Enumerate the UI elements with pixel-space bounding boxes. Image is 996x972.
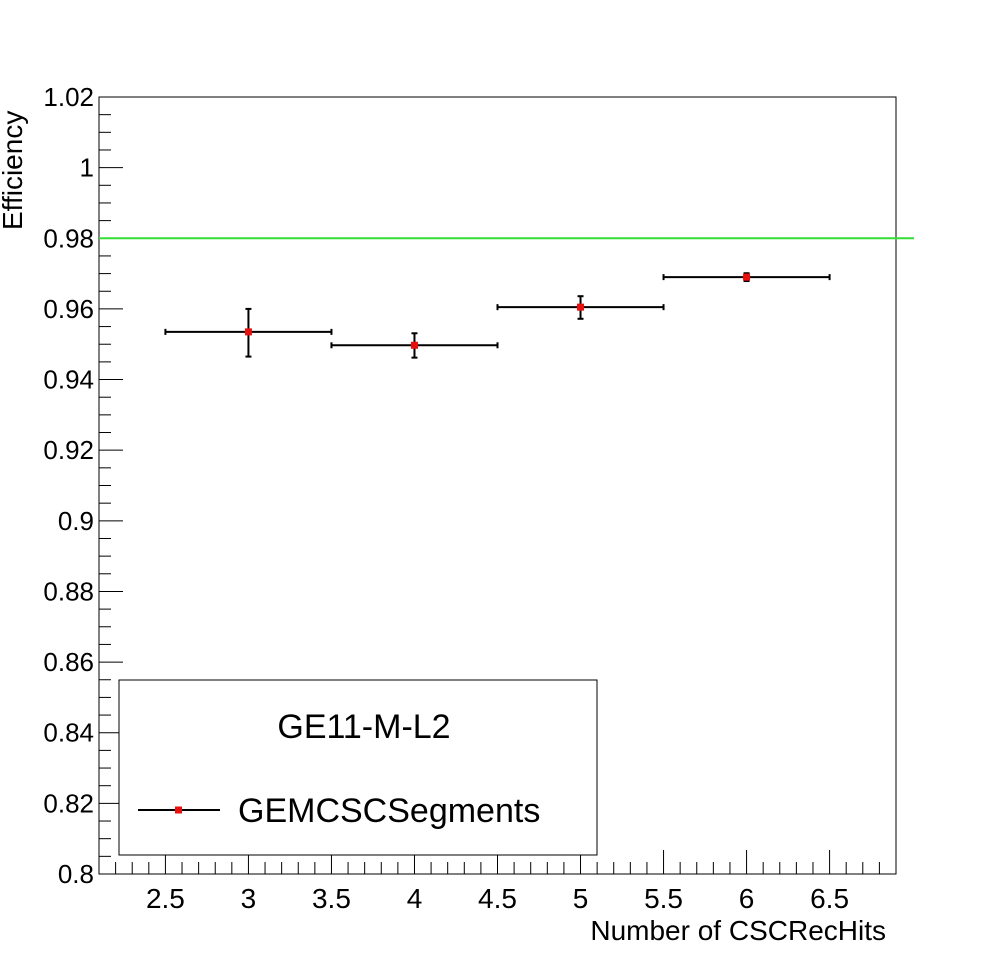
- x-tick-label: 2.5: [146, 883, 185, 914]
- x-tick-label: 4: [407, 883, 423, 914]
- legend: GE11-M-L2 GEMCSCSegments: [118, 679, 598, 856]
- legend-entry-label: GEMCSCSegments: [238, 792, 540, 830]
- x-tick-label: 5.5: [644, 883, 683, 914]
- y-tick-label: 0.88: [43, 576, 94, 606]
- y-tick-label: 0.84: [43, 718, 94, 748]
- y-tick-label: 1.02: [43, 82, 94, 112]
- x-tick-label: 5: [573, 883, 589, 914]
- legend-title: GE11-M-L2: [277, 708, 450, 746]
- y-axis-label: Efficiency: [0, 111, 28, 230]
- y-tick-label: 0.9: [58, 506, 94, 536]
- x-tick-label: 4.5: [478, 883, 517, 914]
- y-tick-label: 1: [80, 153, 94, 183]
- data-point-group: [496, 295, 665, 320]
- legend-box: [118, 679, 598, 856]
- data-series: [164, 272, 831, 359]
- y-tick-label: 0.82: [43, 788, 94, 818]
- data-point-group: [662, 272, 831, 283]
- y-tick-label: 0.98: [43, 223, 94, 253]
- data-point: [577, 303, 585, 311]
- data-point: [410, 341, 418, 349]
- y-tick-label: 0.86: [43, 647, 94, 677]
- x-tick-label: 6.5: [810, 883, 849, 914]
- y-tick-label: 0.96: [43, 294, 94, 324]
- y-tick-label: 0.94: [43, 365, 94, 395]
- x-tick-label: 6: [739, 883, 755, 914]
- y-tick-label: 0.8: [58, 859, 94, 889]
- x-axis-label: Number of CSCRecHits: [590, 915, 886, 946]
- data-point-group: [164, 307, 333, 358]
- data-point-group: [330, 332, 499, 359]
- legend-marker: [175, 806, 182, 814]
- x-tick-label: 3: [241, 883, 257, 914]
- x-tick-label: 3.5: [312, 883, 351, 914]
- data-point: [743, 273, 751, 281]
- plot-frame: [98, 96, 897, 875]
- tick-marks: [98, 96, 897, 875]
- data-point: [244, 328, 252, 336]
- tick-labels: 0.8 0.82 0.84 0.86 0.88 0.9 0.92 0.94 0.96 0.98 1 1…: [43, 82, 849, 914]
- y-tick-label: 0.92: [43, 435, 94, 465]
